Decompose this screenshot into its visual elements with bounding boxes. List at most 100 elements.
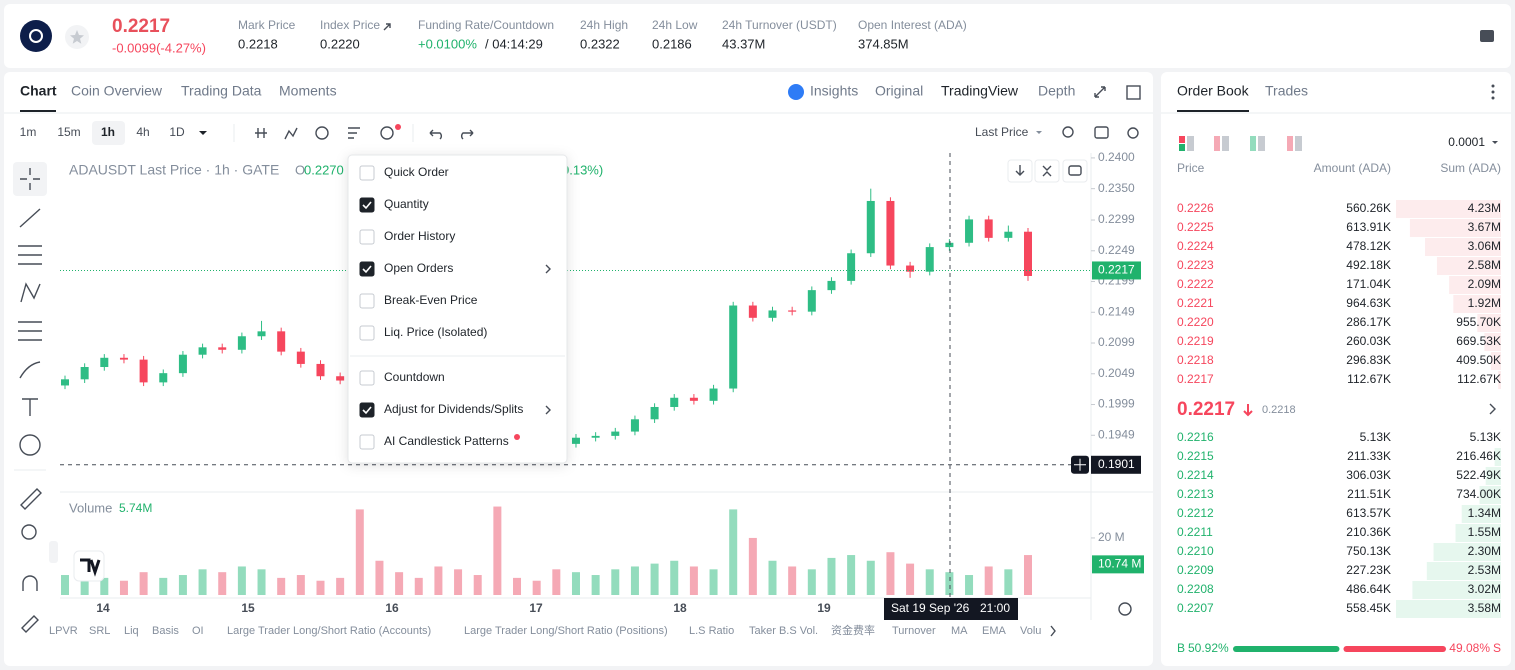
indicator-tab[interactable]: Basis [152, 625, 179, 637]
checkbox[interactable] [359, 165, 375, 181]
text-tool[interactable] [22, 398, 38, 416]
indicator-tab[interactable]: Turnover [892, 625, 936, 637]
line-tool[interactable] [19, 208, 41, 228]
view-tab[interactable]: TradingView [941, 83, 1019, 99]
menu-item[interactable]: Countdown [384, 370, 445, 384]
fib-tool[interactable] [18, 245, 42, 265]
menu-item[interactable]: Break-Even Price [384, 293, 478, 307]
notes-icon[interactable] [1480, 30, 1494, 42]
indicator-tab[interactable]: SRL [89, 625, 110, 637]
indicator-tab[interactable]: Liq [124, 625, 139, 637]
layout-icon[interactable] [1179, 136, 1185, 143]
candle-type-icon[interactable] [255, 128, 267, 138]
checkbox[interactable] [359, 229, 375, 245]
view-tab[interactable]: Insights [810, 83, 858, 99]
indicator-scroll[interactable] [1050, 625, 1056, 637]
interval[interactable]: 15m [57, 125, 80, 139]
book-amount: 227.23K [1346, 563, 1391, 577]
zoom-tool[interactable] [21, 524, 37, 540]
menu-item[interactable]: Quick Order [384, 165, 449, 179]
checkbox[interactable] [359, 370, 375, 386]
layout-icon[interactable] [1250, 136, 1256, 151]
interval[interactable]: 4h [136, 125, 149, 139]
replay-icon[interactable] [315, 126, 329, 140]
indicator-tab[interactable]: Volu [1020, 625, 1041, 637]
more-icon [1491, 90, 1495, 94]
checkbox[interactable] [359, 325, 375, 341]
checkbox[interactable] [359, 197, 375, 213]
book-tab[interactable]: Trades [1265, 83, 1308, 99]
magnet-tool[interactable] [22, 575, 38, 591]
coin-logo[interactable] [20, 20, 52, 52]
brush-tool[interactable] [19, 361, 41, 379]
stat-label: 24h Turnover (USDT) [722, 18, 837, 32]
indicator-tab[interactable]: Large Trader Long/Short Ratio (Positions… [464, 625, 668, 637]
settings-add-icon[interactable] [380, 126, 394, 140]
collapse-tab[interactable] [49, 541, 58, 563]
price-type-caret[interactable] [1036, 131, 1042, 134]
menu-item[interactable]: Order History [384, 229, 455, 243]
more-icon[interactable] [1491, 84, 1495, 88]
indicator-tab[interactable]: Large Trader Long/Short Ratio (Accounts) [227, 625, 431, 637]
precision-caret[interactable] [1492, 141, 1498, 144]
pattern-tool[interactable] [20, 282, 41, 303]
redo-icon[interactable] [461, 129, 474, 140]
book-tab[interactable]: Order Book [1177, 83, 1250, 99]
indicator-tab[interactable]: LPVR [49, 625, 78, 637]
search-icon[interactable] [1062, 126, 1074, 138]
gear-icon[interactable] [1127, 127, 1139, 139]
checkbox[interactable] [359, 434, 375, 450]
checkbox[interactable] [359, 293, 375, 309]
view-tab[interactable]: Depth [1038, 83, 1075, 99]
expand-icon[interactable] [1094, 86, 1106, 98]
view-tab[interactable]: Original [875, 83, 923, 99]
crosshair-tool[interactable] [20, 168, 40, 190]
layout-icon[interactable] [1287, 136, 1293, 151]
book-price: 0.2222 [1177, 277, 1214, 291]
indicator-tab[interactable]: EMA [982, 625, 1007, 637]
projection-tool[interactable] [18, 321, 42, 341]
interval[interactable]: 1m [20, 125, 37, 139]
checkbox[interactable] [359, 261, 375, 277]
undo-icon[interactable] [429, 129, 442, 140]
book-sum: 1.55M [1468, 525, 1501, 539]
pencil-tool[interactable] [21, 615, 39, 633]
layout-icon[interactable] [1214, 136, 1220, 151]
tab[interactable]: Chart [20, 83, 57, 99]
interval-caret[interactable] [199, 131, 207, 135]
interval[interactable]: 1h [101, 125, 115, 139]
fit-button[interactable] [1034, 159, 1060, 183]
indicator-tab[interactable]: 资金费率 [831, 623, 875, 637]
book-sum: 3.58M [1468, 601, 1501, 615]
book-price: 0.2217 [1177, 372, 1214, 386]
tab[interactable]: Trading Data [181, 83, 262, 99]
indicator-tab[interactable]: MA [951, 625, 968, 637]
menu-item[interactable]: Liq. Price (Isolated) [384, 325, 487, 339]
camera-icon[interactable] [1094, 126, 1109, 139]
menu-item[interactable]: Adjust for Dividends/Splits [384, 402, 523, 416]
tab[interactable]: Coin Overview [71, 83, 163, 99]
price-type[interactable]: Last Price [975, 125, 1029, 139]
depth-bar [1490, 352, 1501, 370]
menu-item[interactable]: Open Orders [384, 261, 453, 275]
ruler-tool[interactable] [20, 488, 42, 510]
volume-bar [729, 509, 738, 595]
menu-item[interactable]: AI Candlestick Patterns [384, 434, 509, 448]
reset-button[interactable] [1062, 159, 1088, 183]
indicator-tab[interactable]: OI [192, 625, 204, 637]
more-arrow[interactable] [1489, 403, 1496, 415]
indicator-tab[interactable]: Taker B.S Vol. [749, 625, 818, 637]
emoji-tool[interactable] [19, 434, 41, 456]
template-icon[interactable] [348, 127, 360, 139]
indicator-icon[interactable] [284, 127, 298, 140]
checkbox[interactable] [359, 402, 375, 418]
window-icon[interactable] [1126, 85, 1141, 100]
axis-settings-icon[interactable] [1118, 602, 1132, 616]
interval[interactable]: 1D [169, 125, 185, 139]
tab[interactable]: Moments [279, 83, 337, 99]
menu-item[interactable]: Quantity [384, 197, 429, 211]
indicator-tab[interactable]: L.S Ratio [689, 625, 734, 637]
link-icon[interactable] [383, 23, 391, 31]
precision[interactable]: 0.0001 [1448, 135, 1485, 149]
